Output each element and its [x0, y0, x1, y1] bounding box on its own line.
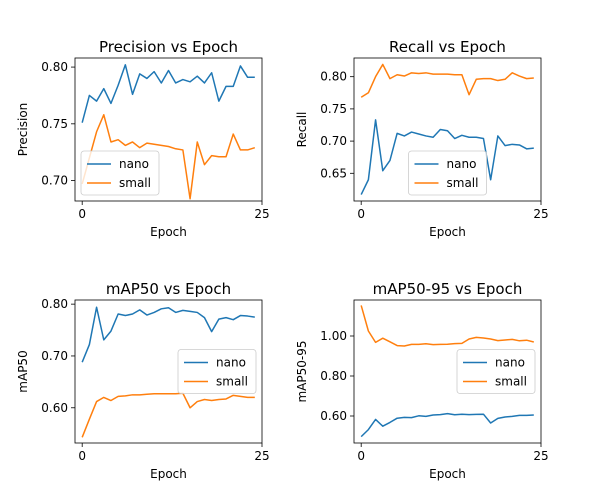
recall-legend-label-nano: nano	[447, 157, 477, 171]
precision-axes-frame	[74, 57, 263, 202]
map50-95-ytick-label: 1.00	[320, 329, 347, 343]
map50-ylabel: mAP50	[16, 350, 30, 392]
recall-panel: 0 25 0.65 0.70 0.75 0.80 Recall vs Epoch Epoch R…	[295, 38, 549, 239]
precision-xlabel: Epoch	[150, 225, 187, 239]
recall-title: Recall vs Epoch	[389, 38, 506, 56]
map50-axes-frame	[74, 299, 263, 444]
map50-95-legend: nano small	[456, 349, 536, 394]
precision-legend: nano small	[80, 150, 160, 196]
map50-95-ylabel: mAP50-95	[295, 340, 309, 402]
map50-xtick-label: 25	[254, 449, 269, 463]
map50-95-legend-label-nano: nano	[495, 356, 525, 370]
precision-ytick-label: 0.70	[41, 174, 68, 188]
precision-legend-label-small: small	[119, 176, 151, 190]
precision-series-nano-line	[81, 64, 255, 123]
map50-xtick-label: 0	[78, 449, 86, 463]
map50-title: mAP50 vs Epoch	[106, 280, 231, 298]
recall-series-small-line	[360, 63, 534, 98]
map50-95-legend-label-small: small	[495, 375, 527, 389]
recall-ytick-label: 0.70	[320, 134, 347, 148]
recall-xtick-label: 25	[533, 207, 548, 221]
precision-xtick-label: 0	[78, 207, 86, 221]
precision-ytick-label: 0.75	[41, 117, 68, 131]
precision-legend-label-nano: nano	[119, 157, 149, 171]
precision-panel: 0 25 0.70 0.75 0.80 Precision vs Epoch Epoch Pr…	[16, 38, 270, 239]
map50-95-ytick-label: 0.60	[320, 409, 347, 423]
recall-legend-box	[408, 150, 487, 196]
precision-ylabel: Precision	[16, 103, 30, 157]
map50-95-panel: 0 25 0.60 0.80 1.00 mAP50-95 vs Epoch Epoch mAP…	[295, 280, 549, 481]
map50-95-ytick-label: 0.80	[320, 369, 347, 383]
precision-xtick-label: 25	[254, 207, 269, 221]
map50-95-series-nano-line	[360, 412, 534, 438]
map50-95-axes-frame	[353, 299, 542, 444]
recall-legend-label-small: small	[447, 176, 479, 190]
map50-xlabel: Epoch	[150, 467, 187, 481]
map50-series-small-line	[81, 392, 255, 438]
recall-ytick-label: 0.75	[320, 102, 347, 116]
map50-legend-box	[177, 349, 257, 394]
precision-legend-box	[80, 150, 160, 196]
map50-95-xlabel: Epoch	[429, 467, 466, 481]
recall-xtick-label: 0	[357, 207, 365, 221]
map50-95-xtick-label: 25	[533, 449, 548, 463]
recall-ytick-label: 0.65	[320, 166, 347, 180]
precision-ytick-label: 0.80	[41, 60, 68, 74]
map50-panel: 0 25 0.60 0.70 0.80 mAP50 vs Epoch Epoch mAP50 n…	[16, 280, 270, 481]
recall-ytick-label: 0.80	[320, 70, 347, 84]
map50-ytick-label: 0.60	[41, 401, 68, 415]
map50-legend-label-nano: nano	[216, 356, 246, 370]
map50-legend-label-small: small	[216, 375, 248, 389]
map50-95-legend-box	[456, 349, 536, 394]
map50-95-xtick-label: 0	[357, 449, 365, 463]
map50-95-title: mAP50-95 vs Epoch	[373, 280, 523, 298]
recall-ylabel: Recall	[295, 112, 309, 148]
precision-title: Precision vs Epoch	[99, 38, 238, 56]
recall-xlabel: Epoch	[429, 225, 466, 239]
map50-ytick-label: 0.80	[41, 297, 68, 311]
map50-95-series-small-line	[360, 305, 534, 347]
map50-ytick-label: 0.70	[41, 349, 68, 363]
recall-legend: nano small	[408, 150, 487, 196]
recall-axes-frame	[353, 57, 542, 202]
map50-legend: nano small	[177, 349, 257, 394]
